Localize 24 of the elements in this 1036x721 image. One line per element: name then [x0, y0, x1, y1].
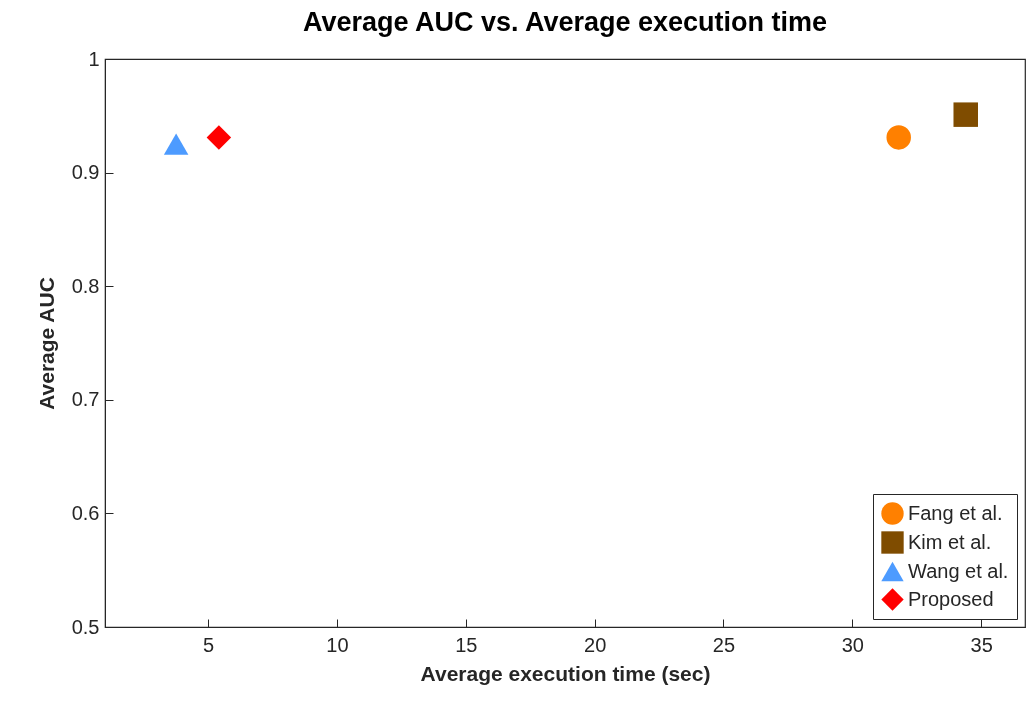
- y-tick-label: 0.9: [71, 161, 100, 184]
- x-tick-label: 25: [712, 633, 736, 656]
- y-tick-label: 1: [88, 47, 100, 70]
- legend-label: Fang et al.: [908, 501, 1003, 524]
- point: [953, 102, 978, 127]
- y-tick-label: 0.7: [71, 388, 100, 411]
- y-tick-label: 0.5: [71, 615, 100, 638]
- chart-title: Average AUC vs. Average execution time: [302, 7, 828, 37]
- x-axis-title: Average execution time (sec): [420, 661, 711, 685]
- x-tick-label: 20: [584, 633, 607, 656]
- y-tick-label: 0.6: [71, 501, 100, 524]
- x-tick-label: 10: [326, 633, 349, 656]
- x-tick-label: 30: [841, 633, 864, 656]
- y-axis-title: Average AUC: [34, 277, 58, 410]
- x-tick-label: 35: [970, 633, 993, 656]
- legend-label: Wang et al.: [908, 559, 1009, 582]
- x-tick-label: 15: [455, 633, 478, 656]
- legend-label: Kim et al.: [908, 530, 992, 553]
- legend-label: Proposed: [908, 587, 994, 610]
- point: [206, 125, 232, 150]
- y-tick-label: 0.8: [71, 274, 100, 297]
- point: [886, 125, 911, 150]
- point: [163, 133, 189, 155]
- x-tick-label: 5: [203, 633, 215, 656]
